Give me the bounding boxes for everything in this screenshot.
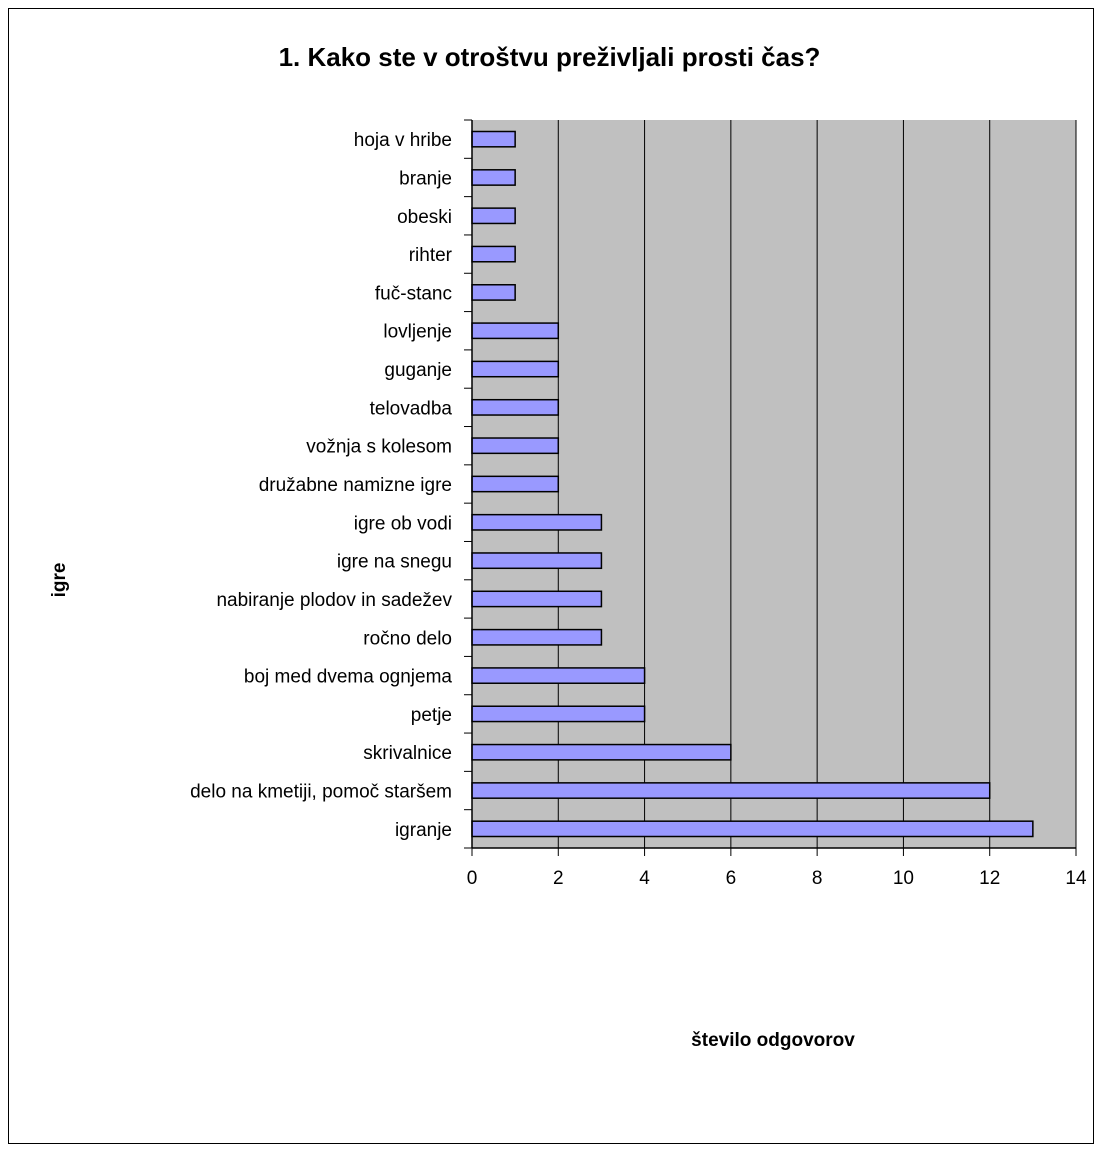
bar [471, 437, 560, 455]
x-tick-label: 12 [979, 868, 1000, 889]
x-tick-label: 8 [812, 868, 823, 889]
y-tick-label: telovadba [370, 398, 453, 419]
y-tick-label: igre na snegu [337, 552, 452, 573]
y-tick-label: guganje [384, 360, 452, 381]
bar [471, 820, 1034, 838]
bar [471, 322, 560, 340]
grid-lines [557, 120, 1077, 848]
x-tick-label: 4 [639, 868, 650, 889]
bar [471, 130, 516, 148]
y-tick-label: ročno delo [363, 628, 452, 649]
tick-labels: 0 2 4 6 8 10 12 14 hoja v hribe branje obeski rihte… [190, 130, 1087, 889]
bar [471, 628, 603, 646]
y-tick-label: lovljenje [383, 322, 452, 343]
bar [471, 552, 603, 570]
x-axis-title: število odgovorov [691, 1030, 855, 1051]
y-tick-label: igre ob vodi [354, 513, 452, 534]
y-tick-label: boj med dvema ognjema [244, 667, 452, 688]
x-tick-label: 14 [1065, 868, 1087, 889]
y-tick-label: delo na kmetiji, pomoč staršem [190, 782, 452, 803]
y-tick-label: družabne namizne igre [259, 475, 452, 496]
bar [471, 743, 732, 761]
y-tick-label: skrivalnice [363, 743, 452, 764]
bar [471, 513, 603, 531]
x-tick-label: 0 [467, 868, 478, 889]
y-tick-label: nabiranje plodov in sadežev [216, 590, 452, 611]
y-tick-label: branje [399, 168, 452, 189]
plot-area [472, 120, 1076, 848]
bar [471, 782, 991, 799]
bar [471, 245, 516, 263]
x-tick-label: 6 [726, 868, 737, 889]
bar [471, 169, 516, 186]
y-tick-label: obeski [397, 207, 452, 228]
y-tick-label: hoja v hribe [354, 130, 452, 151]
x-tick-label: 10 [893, 868, 914, 889]
bar [471, 207, 516, 225]
bar [471, 284, 516, 301]
axes [464, 119, 1077, 856]
bar [471, 475, 560, 493]
bar [471, 590, 603, 608]
y-tick-label: vožnja s kolesom [306, 437, 452, 458]
bar [471, 398, 560, 416]
y-tick-label: fuč-stanc [375, 283, 452, 304]
chart-title: 1. Kako ste v otroštvu preživljali prost… [278, 42, 821, 72]
y-tick-label: petje [411, 705, 452, 726]
y-tick-label: igranje [395, 820, 452, 841]
bar [471, 360, 560, 378]
x-tick-label: 2 [553, 868, 564, 889]
y-tick-label: rihter [409, 245, 453, 266]
bars [471, 130, 1034, 838]
bar [471, 705, 646, 723]
bar [471, 667, 646, 684]
